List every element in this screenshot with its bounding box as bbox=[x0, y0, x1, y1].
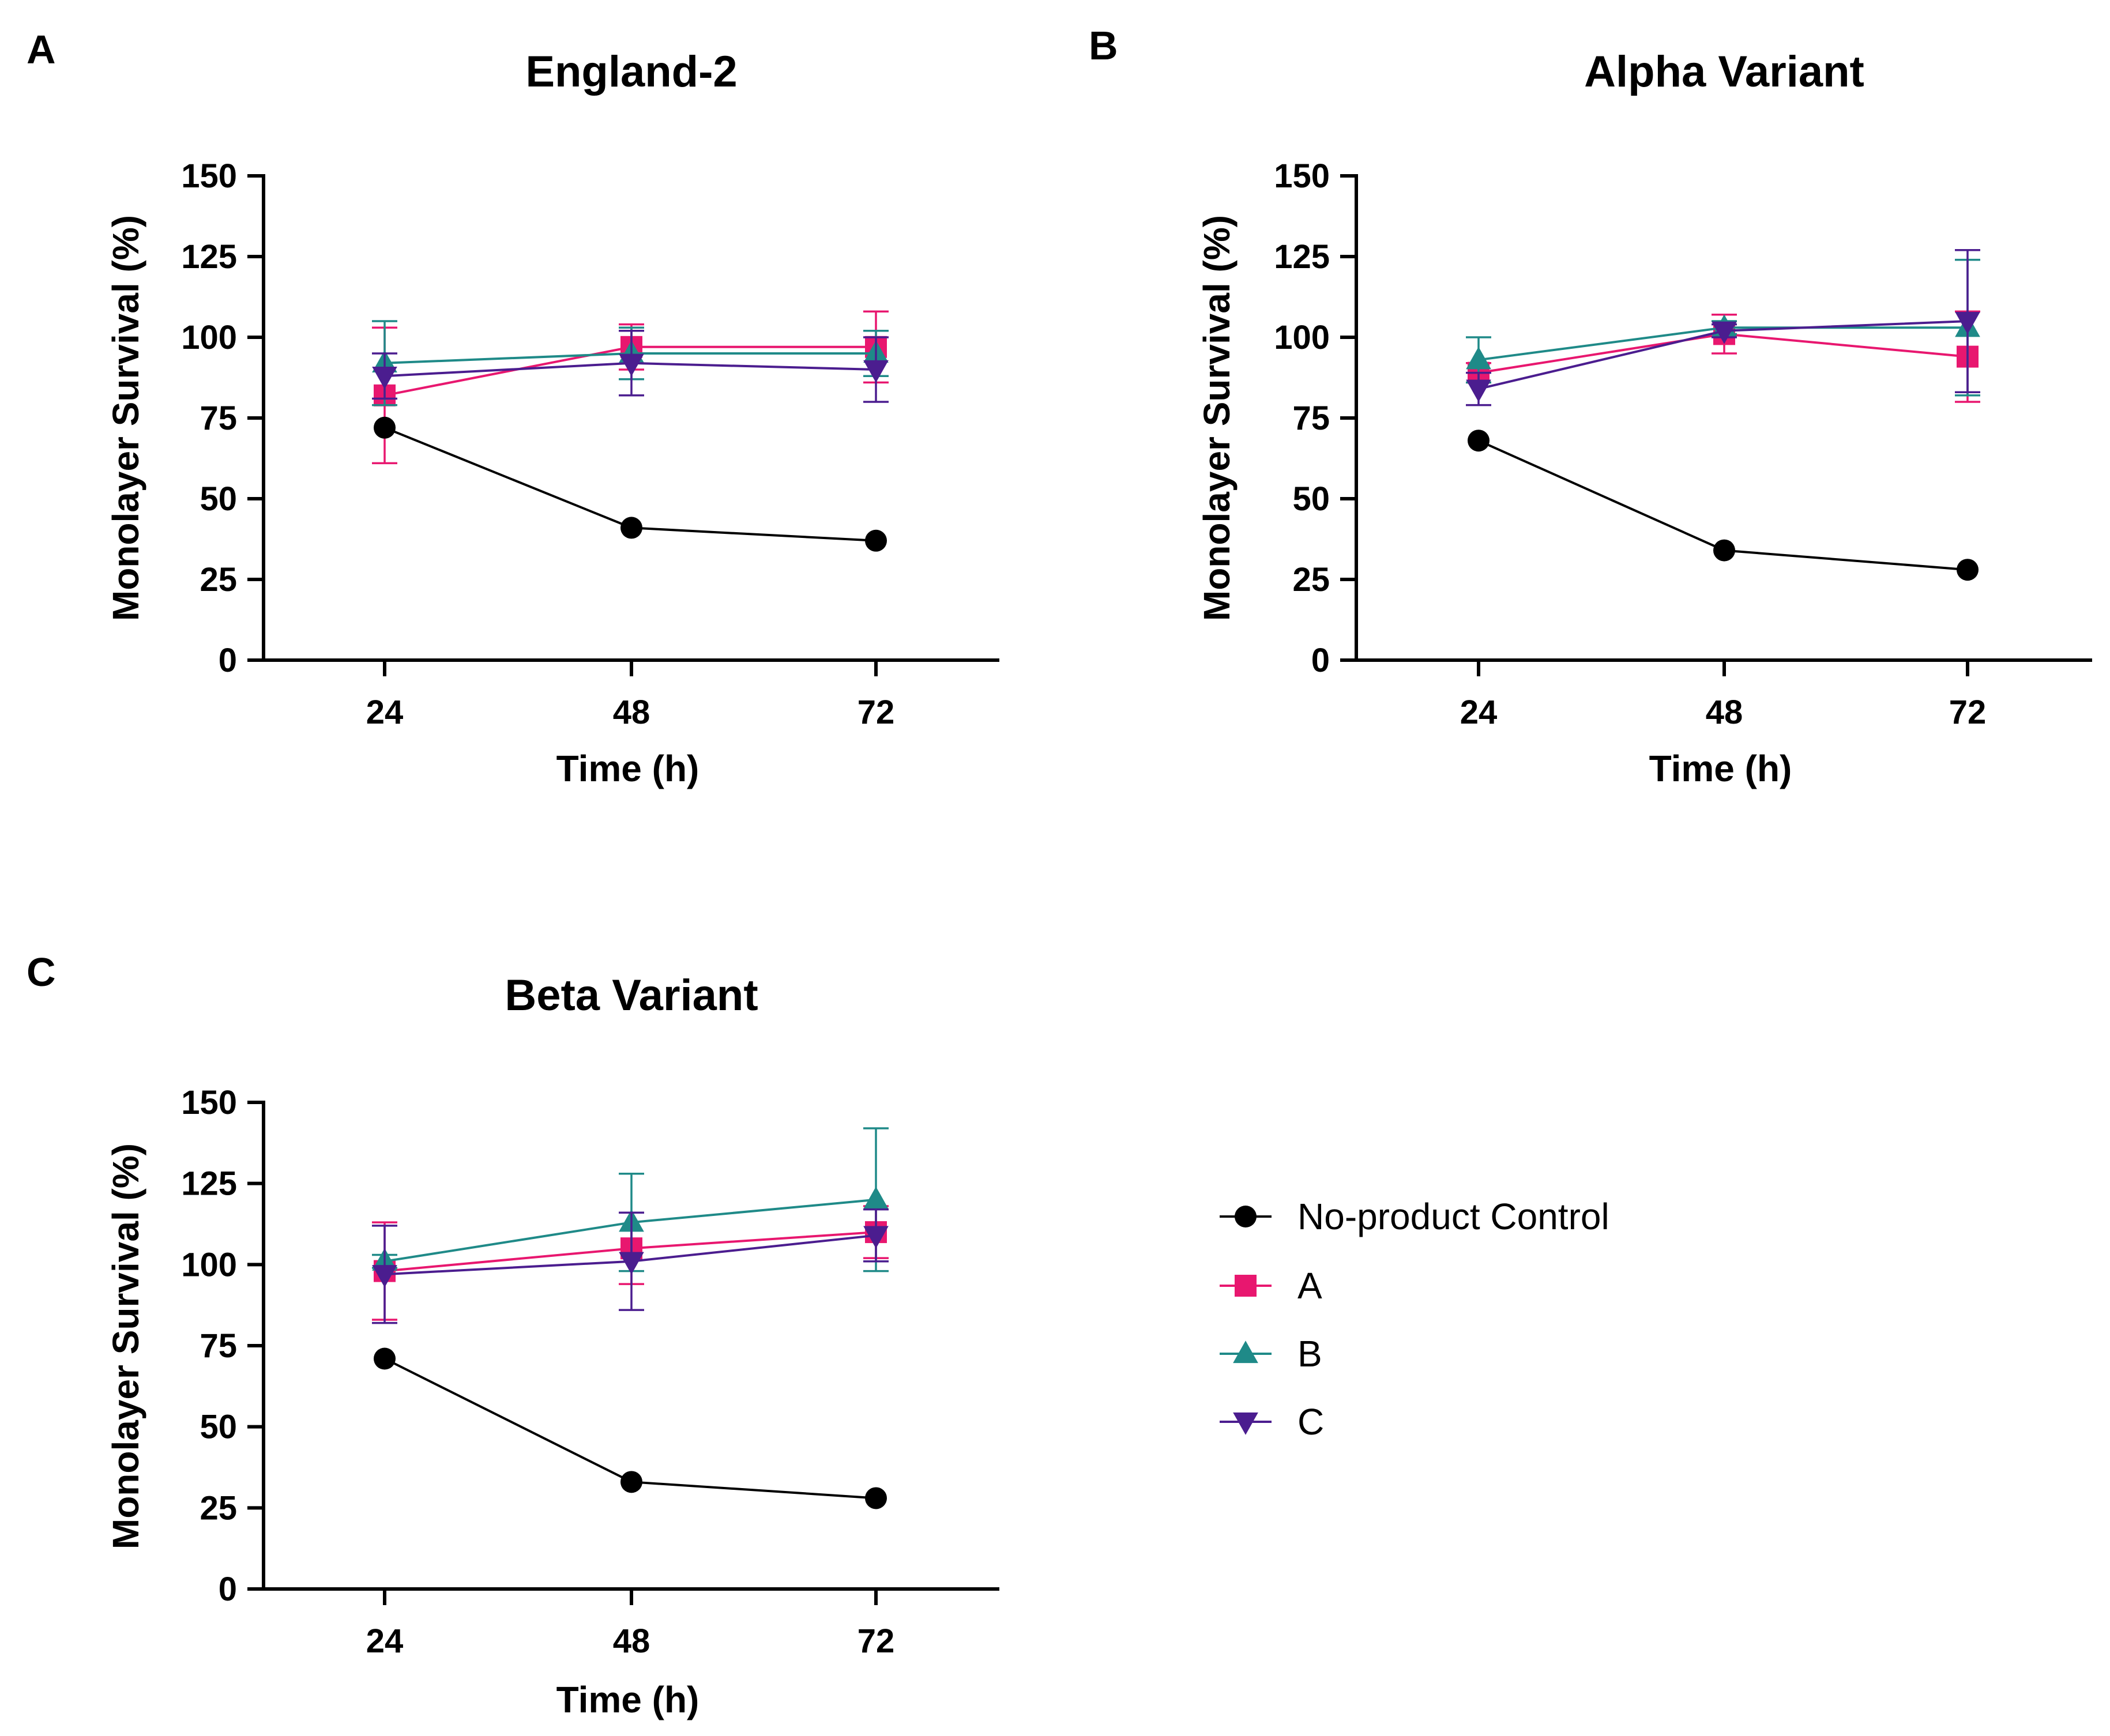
panel-b-plot: 0 25 50 75 100 125 150 24 48 72 Time (h) Monolayer … bbox=[1196, 157, 2092, 789]
panel-a-y-axis-title: Monolayer Survival (%) bbox=[105, 215, 146, 621]
panel-c-series-control-point bbox=[865, 1487, 887, 1509]
panel-a-series-control-point bbox=[374, 416, 396, 439]
panel-c-x-tick-label: 24 bbox=[366, 1622, 404, 1660]
panel-c-x-tick-label: 48 bbox=[613, 1622, 650, 1660]
panel-c-x-axis-title: Time (h) bbox=[556, 1679, 699, 1720]
panel-c-series-control-point bbox=[374, 1347, 396, 1370]
legend-control-marker-shape bbox=[1235, 1206, 1257, 1227]
panel-b-title: Alpha Variant bbox=[1584, 47, 1864, 96]
panel-a-x-tick-label: 72 bbox=[857, 694, 895, 731]
panel-a-x-tick-label: 48 bbox=[613, 694, 650, 731]
panel-a-y-tick-label: 50 bbox=[200, 480, 237, 518]
panel-a-title: England-2 bbox=[525, 47, 737, 96]
panel-b: B Alpha Variant 0 25 50 75 100 125 150 24 48 72 Ti… bbox=[1089, 23, 2092, 789]
panel-a-series-c bbox=[372, 330, 889, 403]
panel-c-x-tick-label: 72 bbox=[857, 1622, 895, 1660]
panel-b-x-axis-title: Time (h) bbox=[1649, 748, 1792, 789]
panel-a-series-control bbox=[374, 416, 887, 552]
panel-c-y-axis-title: Monolayer Survival (%) bbox=[105, 1143, 146, 1549]
panel-b-x-tick-label: 24 bbox=[1460, 694, 1498, 731]
panel-c-y-tick-label: 100 bbox=[181, 1246, 237, 1283]
legend-label-a: A bbox=[1297, 1265, 1322, 1306]
legend-item-a: A bbox=[1220, 1265, 1322, 1306]
panel-a-y-tick-label: 0 bbox=[219, 642, 237, 679]
panel-b-series-control bbox=[1468, 430, 1979, 581]
panel-b-y-tick-label: 150 bbox=[1274, 157, 1330, 195]
panel-c-plot: 0 25 50 75 100 125 150 24 48 72 Time (h) Monolayer … bbox=[105, 1084, 999, 1720]
panel-b-series-b-point bbox=[1466, 347, 1491, 370]
panel-b-series-control-point bbox=[1713, 539, 1735, 562]
panel-a: A England-2 0 25 50 75 100 125 150 24 48 72 Time (… bbox=[27, 27, 999, 789]
panel-a-y-tick-label: 150 bbox=[181, 157, 237, 195]
panel-b-series-c bbox=[1466, 249, 1980, 406]
panel-a-y-tick-label: 100 bbox=[181, 319, 237, 356]
legend-label-control: No-product Control bbox=[1297, 1196, 1609, 1237]
legend-control-marker bbox=[1235, 1206, 1257, 1227]
panel-a-label: A bbox=[27, 27, 56, 72]
panel-b-series-c-point bbox=[1955, 311, 1980, 334]
legend-label-b: B bbox=[1297, 1333, 1322, 1375]
panel-c-series-c-point bbox=[863, 1226, 889, 1249]
panel-b-y-tick-label: 75 bbox=[1292, 400, 1330, 437]
panel-a-series-a bbox=[372, 310, 889, 465]
legend-c-marker bbox=[1233, 1412, 1258, 1435]
panel-a-y-tick-label: 125 bbox=[181, 238, 237, 276]
panel-a-x-tick-label: 24 bbox=[366, 694, 404, 731]
panel-c-series-c-point bbox=[619, 1252, 644, 1275]
panel-b-y-tick-label: 125 bbox=[1274, 238, 1330, 276]
panel-b-series-control-point bbox=[1957, 559, 1979, 581]
panel-a-y-tick-label: 25 bbox=[200, 561, 237, 598]
panel-b-series-c-point bbox=[1712, 321, 1737, 344]
legend-a-marker-shape bbox=[1235, 1275, 1257, 1297]
legend-item-b: B bbox=[1220, 1333, 1322, 1375]
legend-a-marker bbox=[1235, 1275, 1257, 1297]
panel-c-y-tick-label: 25 bbox=[200, 1489, 237, 1527]
panel-c-y-tick-label: 0 bbox=[219, 1571, 237, 1608]
panel-b-y-tick-label: 100 bbox=[1274, 319, 1330, 356]
panel-c-y-tick-label: 75 bbox=[200, 1327, 237, 1365]
panel-a-series-control-point bbox=[620, 517, 642, 539]
panel-a-plot: 0 25 50 75 100 125 150 24 48 72 Time (h) Monolayer … bbox=[105, 157, 999, 789]
panel-b-y-tick-label: 0 bbox=[1311, 642, 1330, 679]
panel-a-series-control-point bbox=[865, 529, 887, 552]
panel-b-y-tick-label: 25 bbox=[1292, 561, 1330, 598]
panel-b-x-tick-label: 72 bbox=[1949, 694, 1987, 731]
legend-item-c: C bbox=[1220, 1401, 1324, 1443]
panel-a-series-c-point bbox=[619, 353, 644, 376]
legend-item-control: No-product Control bbox=[1220, 1196, 1609, 1237]
legend-b-marker bbox=[1233, 1340, 1258, 1364]
panel-b-label: B bbox=[1089, 23, 1118, 68]
panel-c-label: C bbox=[27, 950, 56, 995]
panel-b-y-axis-title: Monolayer Survival (%) bbox=[1196, 215, 1238, 621]
panel-a-x-axis-title: Time (h) bbox=[556, 748, 699, 789]
panel-c-series-control-point bbox=[620, 1471, 642, 1493]
panel-c: C Beta Variant 0 25 50 75 100 125 150 24 48 72 Tim… bbox=[27, 950, 999, 1720]
panel-c-series-control bbox=[374, 1347, 887, 1509]
panel-b-x-tick-label: 48 bbox=[1706, 694, 1743, 731]
panel-c-title: Beta Variant bbox=[505, 971, 758, 1020]
legend-b-marker-shape bbox=[1233, 1340, 1258, 1364]
legend: No-product Control A B C bbox=[1220, 1196, 1609, 1443]
panel-c-y-tick-label: 125 bbox=[181, 1165, 237, 1203]
panel-b-y-tick-label: 50 bbox=[1292, 480, 1330, 518]
panel-a-y-tick-label: 75 bbox=[200, 400, 237, 437]
panel-b-series-c-point bbox=[1466, 379, 1491, 402]
legend-label-c: C bbox=[1297, 1401, 1324, 1443]
panel-c-y-tick-label: 50 bbox=[200, 1409, 237, 1446]
legend-c-marker-shape bbox=[1233, 1412, 1258, 1435]
panel-a-series-c-point bbox=[863, 360, 889, 383]
panel-c-y-tick-label: 150 bbox=[181, 1084, 237, 1121]
panel-c-series-b-point bbox=[863, 1187, 889, 1209]
panel-c-series-c-point bbox=[372, 1265, 397, 1288]
panel-b-series-control-point bbox=[1468, 430, 1490, 452]
panel-c-series-c bbox=[372, 1208, 889, 1324]
panel-a-series-c-point bbox=[372, 367, 397, 389]
